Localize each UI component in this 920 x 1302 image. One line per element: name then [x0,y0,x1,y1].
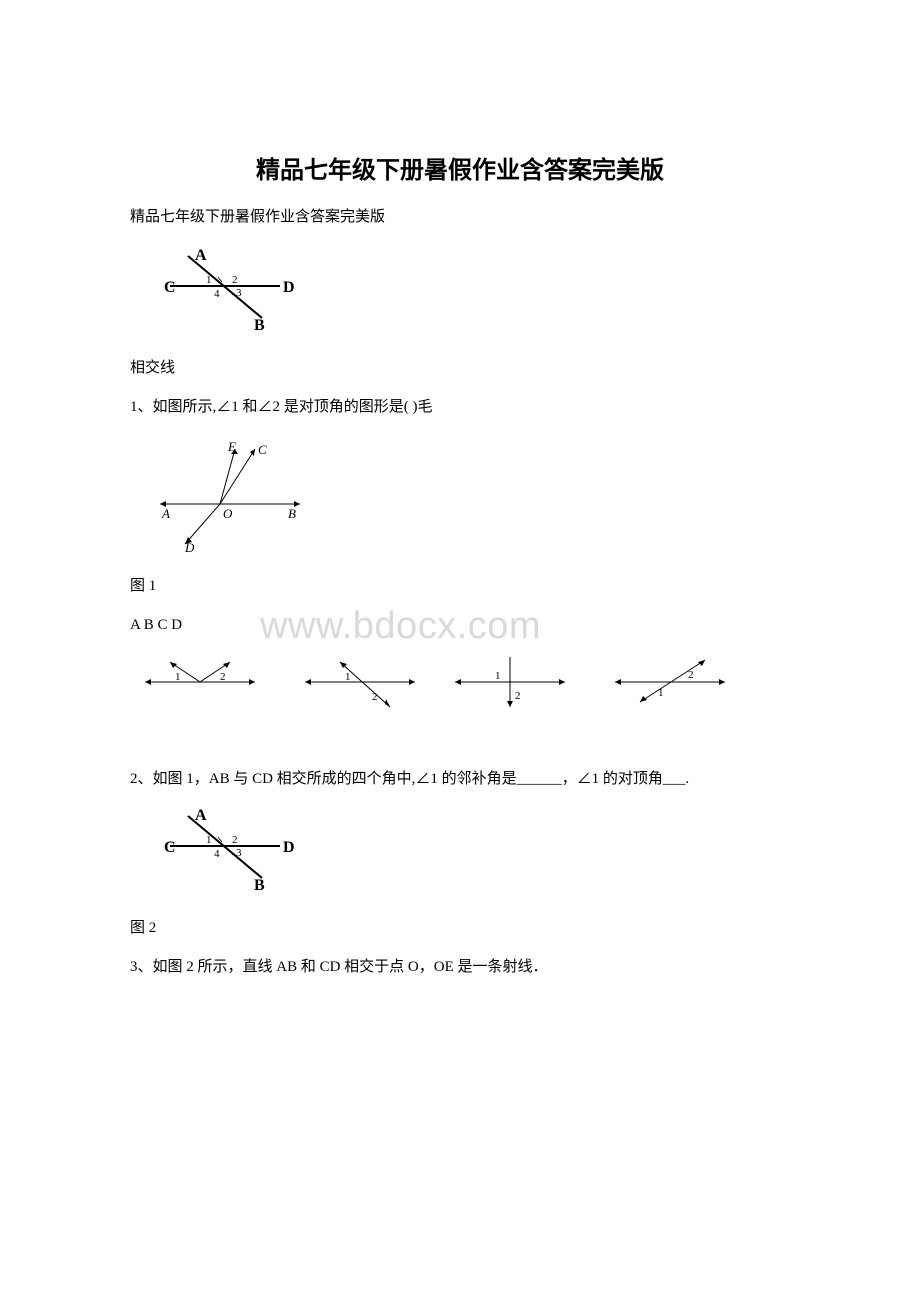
svg-text:4: 4 [214,848,220,860]
figure-2-label: 图 2 [130,916,790,940]
svg-text:1: 1 [495,670,501,682]
label-B: B [254,317,265,334]
question-2: 2、如图 1，AB 与 CD 相交所成的四个角中,∠1 的邻补角是______，… [130,767,790,791]
svg-text:2: 2 [220,671,226,683]
angle-1: 1 [206,274,212,286]
svg-text:2: 2 [515,690,521,702]
svg-text:A: A [195,807,207,824]
angle-3: 3 [236,287,242,299]
svg-text:C: C [164,839,176,856]
label-A: A [195,247,207,264]
question-3: 3、如图 2 所示，直线 AB 和 CD 相交于点 O，OE 是一条射线． [130,955,790,979]
svg-text:2: 2 [688,669,694,681]
svg-text:1: 1 [658,687,664,699]
label-C2: C [258,442,267,457]
figure-1-label: 图 1 [130,574,790,598]
figure-1: E C A O B D [150,434,790,559]
options-label: A B C D [130,613,790,637]
svg-text:1: 1 [206,834,212,846]
svg-text:2: 2 [232,834,238,846]
figure-2: A C D B 1 2 3 4 [150,806,790,901]
svg-text:D: D [283,839,295,856]
label-A2: A [161,506,170,521]
angle-2: 2 [232,274,238,286]
svg-text:2: 2 [372,691,378,703]
page-title: 精品七年级下册暑假作业含答案完美版 [130,150,790,185]
svg-text:1: 1 [345,671,351,683]
label-D2: D [184,540,195,554]
label-C: C [164,279,176,296]
label-E: E [227,439,236,454]
svg-text:3: 3 [236,847,242,859]
label-O: O [223,506,233,521]
label-B2: B [288,506,296,521]
question-1: 1、如图所示,∠1 和∠2 是对顶角的图形是( )毛 [130,395,790,419]
svg-text:B: B [254,877,265,894]
angle-4: 4 [214,288,220,300]
label-D: D [283,279,295,296]
options-diagrams: 1 2 1 2 1 2 [140,652,790,727]
figure-intro-diagram: A C D B 1 2 3 4 [150,246,790,341]
subtitle: 精品七年级下册暑假作业含答案完美版 [130,205,790,226]
section-header: 相交线 [130,356,790,380]
svg-text:1: 1 [175,671,181,683]
